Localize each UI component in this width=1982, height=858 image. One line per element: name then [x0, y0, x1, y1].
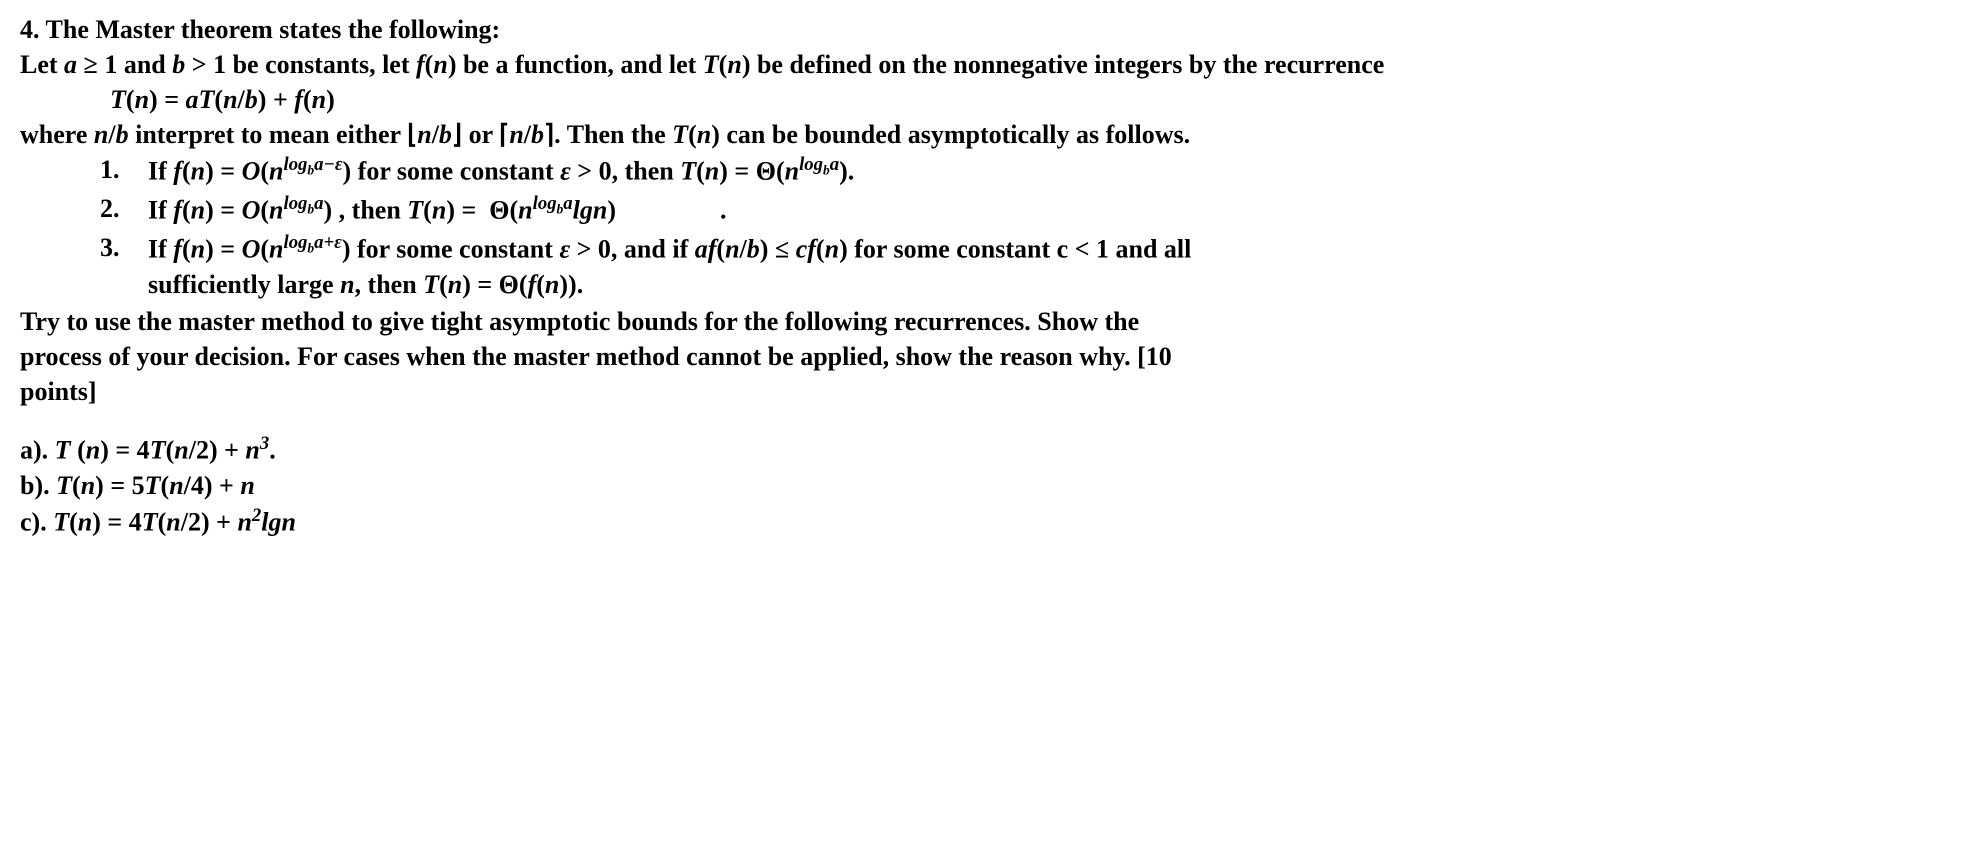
instruction-line-2: process of your decision. For cases when…: [20, 339, 1962, 374]
instruction-line-3: points]: [20, 374, 1962, 409]
recurrence-eq: T(n) = aT(n/b) + f(n): [20, 82, 1962, 117]
part-b: b). T(n) = 5T(n/4) + n: [20, 468, 1962, 503]
subproblems: a). T (n) = 4T(n/2) + n3. b). T(n) = 5T(…: [20, 431, 1962, 540]
case-1-num: 1.: [100, 152, 148, 189]
part-c: c). T(n) = 4T(n/2) + n2lgn: [20, 503, 1962, 540]
where-line: where n/b interpret to mean either ⌊n/b⌋…: [20, 117, 1962, 152]
case-3-num: 3.: [100, 230, 148, 302]
let-line: Let a ≥ 1 and b > 1 be constants, let f(…: [20, 47, 1962, 82]
part-c-label: c).: [20, 508, 47, 537]
case-3: 3. If f(n) = O(nlogba+ε) for some consta…: [100, 230, 1962, 302]
question-header: 4. The Master theorem states the followi…: [20, 12, 1962, 47]
case-2-body: If f(n) = O(nlogba) , then T(n) = Θ(nlog…: [148, 191, 1962, 228]
instruction-line-1: Try to use the master method to give tig…: [20, 304, 1962, 339]
case-1: 1. If f(n) = O(nlogba−ε) for some consta…: [100, 152, 1962, 189]
part-a-label: a).: [20, 436, 48, 465]
part-a: a). T (n) = 4T(n/2) + n3.: [20, 431, 1962, 468]
case-3-body: If f(n) = O(nlogba+ε) for some constant …: [148, 230, 1962, 302]
cases-list: 1. If f(n) = O(nlogba−ε) for some consta…: [20, 152, 1962, 301]
title-text: The Master theorem states the following:: [46, 15, 501, 44]
q-number: 4.: [20, 15, 40, 44]
part-b-label: b).: [20, 471, 50, 500]
case-2-num: 2.: [100, 191, 148, 228]
case-2: 2. If f(n) = O(nlogba) , then T(n) = Θ(n…: [100, 191, 1962, 228]
case-1-body: If f(n) = O(nlogba−ε) for some constant …: [148, 152, 1962, 189]
